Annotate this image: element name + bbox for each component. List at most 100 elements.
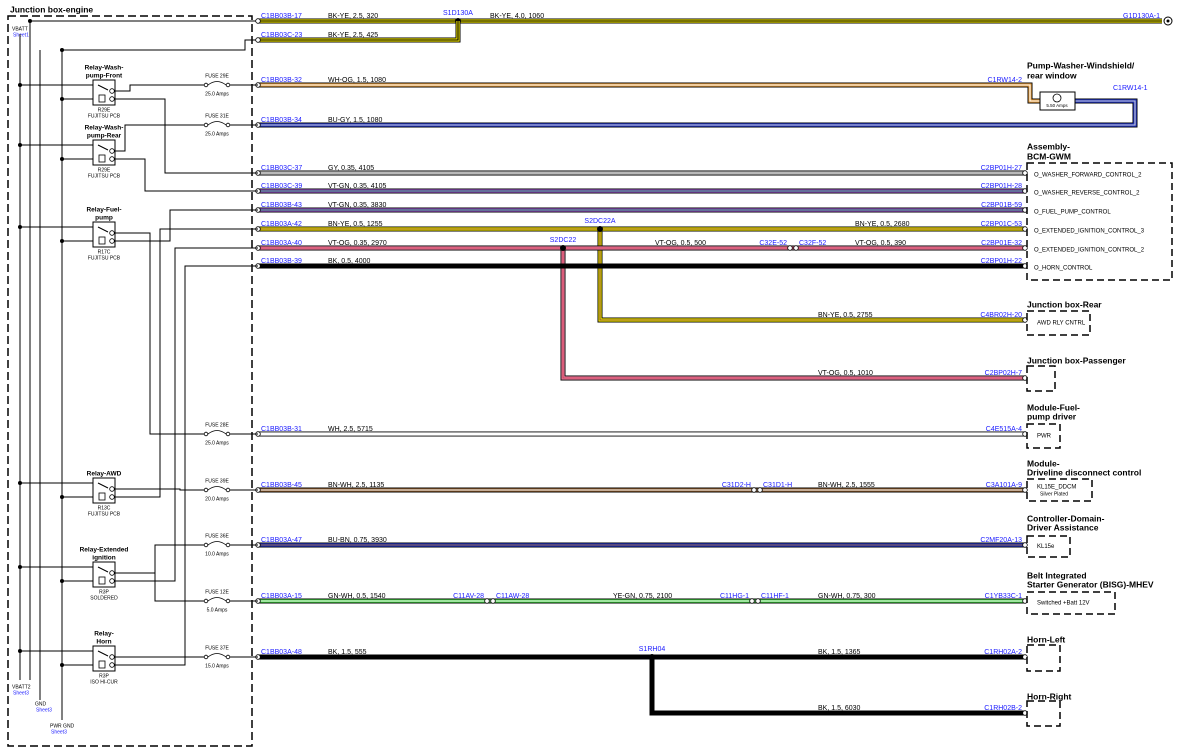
fuse-name: FUSE 12E (205, 589, 229, 595)
relay-name: Relay-Wash- (85, 65, 124, 72)
pin-label: O_FUEL_PUMP_CONTROL (1034, 210, 1111, 216)
terminal (1022, 170, 1028, 176)
bus-sheet: Sheet3 (13, 690, 29, 696)
connector-label: C1BB03C-39 (261, 183, 302, 190)
junction-dot (60, 48, 64, 52)
terminal (751, 487, 757, 493)
fuse-rating: 25.0 Amps (205, 131, 229, 137)
relay-name: Relay-Wash- (85, 125, 124, 132)
wire-label: BK-YE, 2.5, 320 (328, 13, 378, 20)
terminal (109, 156, 115, 162)
relay-coil (98, 576, 106, 585)
relay-name: Relay-Extended (80, 547, 129, 554)
fuse-name: FUSE 31E (205, 113, 229, 119)
connector-label: C2MF20A-13 (980, 537, 1022, 544)
fuse-rating: 25.0 Amps (205, 91, 229, 97)
relay-board: FUJITSU PCB (88, 511, 121, 517)
relay-name: pump (95, 215, 113, 222)
wire-stripe (258, 100, 1136, 126)
relay-coil (98, 94, 106, 103)
connector-label: C1BB03B-39 (261, 258, 302, 265)
wire-label: BN-WH, 2.5, 1135 (328, 482, 384, 489)
relay-name: Relay- (94, 631, 114, 638)
fuse-terminal (203, 598, 209, 604)
component-name: Horn-Right (1027, 691, 1072, 701)
fuse-terminal (225, 431, 231, 437)
wire-stripe (258, 84, 1040, 102)
relay-coil (98, 236, 106, 245)
connector-label: C1BB03B-34 (261, 117, 302, 124)
connector-label: C1YB33C-1 (985, 593, 1022, 600)
component-box (1026, 591, 1116, 615)
fuse-element (207, 486, 227, 491)
connection-line (115, 572, 203, 602)
connector-label: C1BB03C-37 (261, 165, 302, 172)
fuse-terminal (225, 598, 231, 604)
fuse-element (207, 81, 227, 86)
bus-label: PWR GND (50, 723, 75, 729)
wire-label: GN-WH, 0.5, 1540 (328, 593, 386, 600)
connection-line (115, 84, 203, 92)
fuse-rating: 10.0 Amps (205, 551, 229, 557)
bus-label: GND (35, 701, 47, 707)
junction-dot (60, 97, 64, 101)
inline-connector-label: C31D2-H (722, 482, 751, 489)
pin-label: O_EXTENDED_IGNITION_CONTROL_2 (1034, 248, 1145, 254)
junction-dot (1166, 19, 1170, 23)
junction-dot (60, 239, 64, 243)
bus-sheet: Sheet3 (51, 729, 67, 735)
relay-name: Relay-Fuel- (86, 207, 121, 214)
terminal (490, 598, 496, 604)
fuse-gap (208, 488, 226, 492)
component-name: Junction box-Passenger (1027, 355, 1126, 365)
junction-dot (18, 143, 22, 147)
connector-label: C4E515A-4 (986, 426, 1022, 433)
relay-name: pump-Rear (87, 133, 122, 140)
component-text: AWD RLY CNTRL (1037, 321, 1086, 327)
connector-label: C2BP01C-53 (981, 221, 1022, 228)
inline-connector-label: C11HF-1 (761, 593, 789, 600)
component-name: Belt Integrated (1027, 570, 1087, 580)
wire-label: BK, 0.5, 4000 (328, 258, 371, 265)
wire-label: BN-YE, 0.5, 1255 (328, 221, 383, 228)
fuse-name: FUSE 37E (205, 645, 229, 651)
relay-switch (97, 650, 109, 657)
wire-label: BU-GY, 1.5, 1080 (328, 117, 382, 124)
wire-label: GY, 0.35, 4105 (328, 165, 374, 172)
connection-line (115, 158, 258, 192)
wire-label: WH-OG, 1.5, 1080 (328, 77, 386, 84)
inline-connector-label: C11AW-28 (496, 593, 529, 600)
component-text: PWR (1037, 434, 1052, 440)
component-text: KL15E_DDCM (1037, 485, 1076, 491)
fuse-gap (208, 123, 226, 127)
connector-label: C3A101A-9 (986, 482, 1022, 489)
connection-line (115, 265, 258, 666)
pump-motor (1052, 93, 1062, 103)
pin-label: O_HORN_CONTROL (1034, 266, 1093, 272)
wire-label: YE-GN, 0.75, 2100 (613, 593, 672, 600)
connector-label: C1BB03B-45 (261, 482, 302, 489)
splice-label: S2DC22 (550, 237, 577, 244)
bus-label: VBATT (12, 26, 28, 32)
component-name: Assembly- (1027, 141, 1070, 151)
connector-label: C1BB03A-47 (261, 537, 302, 544)
fuse-terminal (203, 487, 209, 493)
connector-label: C2BP01H-27 (981, 165, 1022, 172)
fuse-terminal (203, 82, 209, 88)
terminal (109, 654, 115, 660)
title: Junction box-engine (10, 4, 93, 14)
junction-dot (560, 245, 566, 251)
terminal (109, 88, 115, 94)
relay-code: R13C (98, 505, 111, 511)
bus-sheet: Sheet3 (36, 707, 52, 713)
wire-label: VT-OG, 0.5, 390 (855, 240, 906, 247)
component-name: Junction box-Rear (1027, 299, 1102, 309)
junction-dot (18, 225, 22, 229)
fuse-name: FUSE 39E (205, 478, 229, 484)
relay-code: R3P (99, 589, 109, 595)
terminal (1022, 542, 1028, 548)
fuse-gap (208, 599, 226, 603)
fuse-terminal (203, 654, 209, 660)
wire-label: VT-OG, 0.35, 2970 (328, 240, 387, 247)
